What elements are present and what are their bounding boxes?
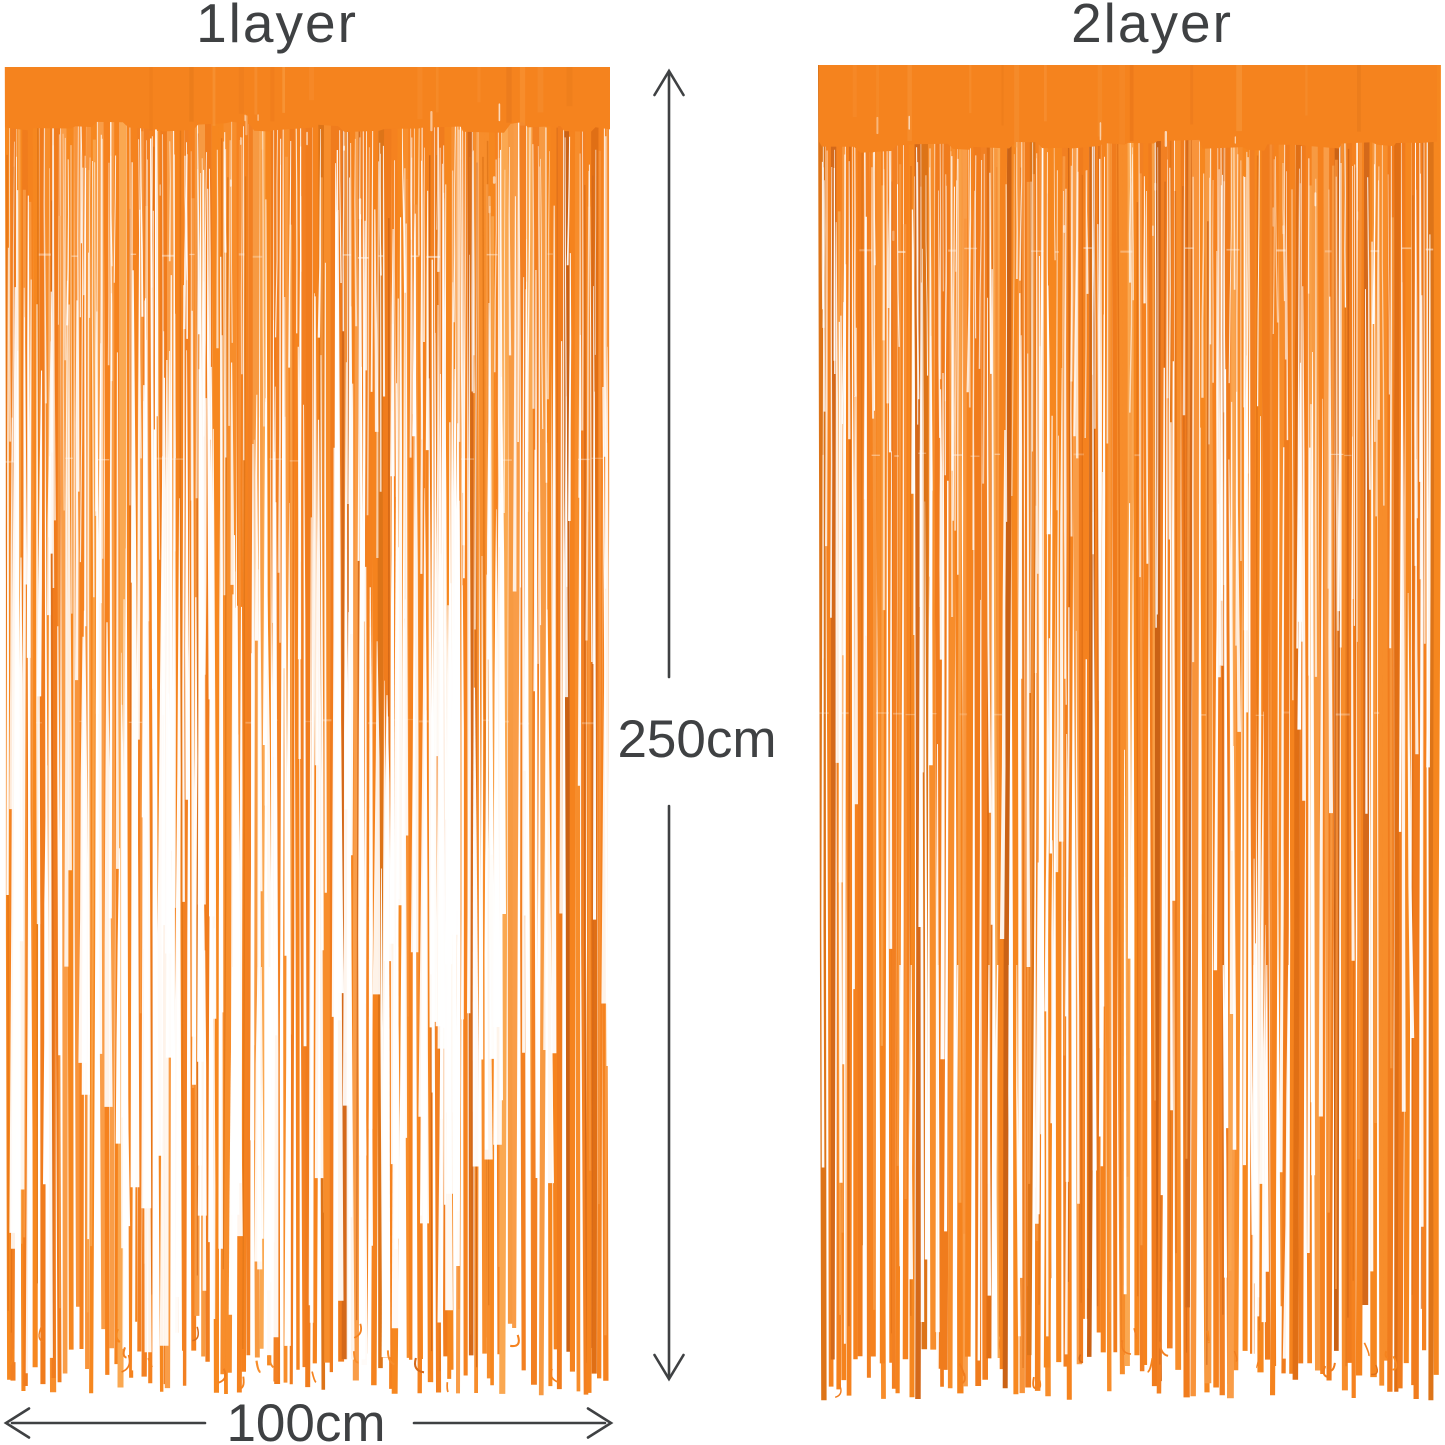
svg-text:100cm: 100cm: [226, 1394, 385, 1445]
svg-text:250cm: 250cm: [617, 710, 776, 769]
svg-text:1layer: 1layer: [196, 0, 358, 54]
svg-text:2layer: 2layer: [1071, 0, 1233, 54]
